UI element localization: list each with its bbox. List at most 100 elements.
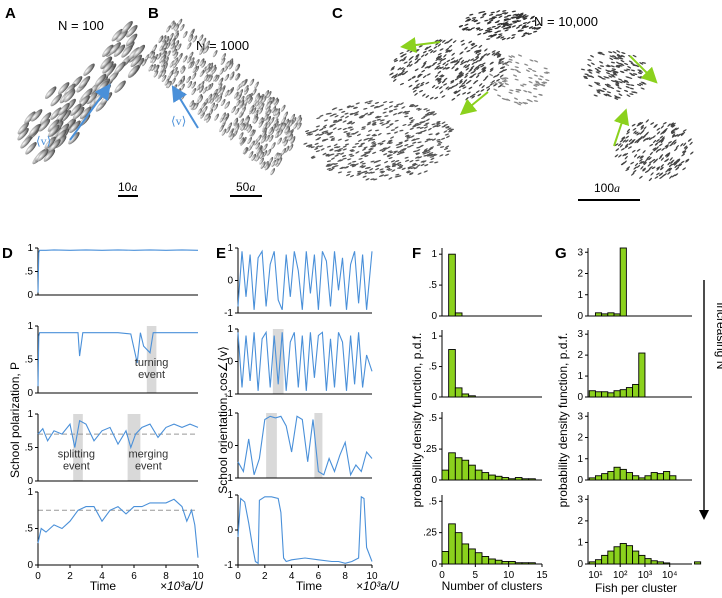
fish-marker <box>419 126 424 129</box>
fish-marker <box>388 139 393 142</box>
fish-marker <box>482 12 487 16</box>
fish-marker <box>676 158 681 162</box>
fish-marker <box>201 37 207 45</box>
shade-band <box>127 414 141 481</box>
fish-marker <box>274 131 280 139</box>
fish-marker <box>48 124 60 138</box>
fish-marker <box>288 134 294 142</box>
fish-marker <box>249 78 255 86</box>
chart-f-row-1: 0.51 <box>429 248 542 322</box>
fish-marker <box>473 50 478 53</box>
fish-marker <box>398 145 403 148</box>
fish-marker <box>258 120 264 128</box>
fish-marker <box>618 154 622 158</box>
fish-marker <box>402 147 407 150</box>
fish-marker <box>459 79 463 83</box>
fish-marker <box>402 68 406 72</box>
panel-label-g: G <box>555 245 567 262</box>
x-tick-label: 6 <box>131 571 137 582</box>
fish-marker <box>211 64 217 72</box>
fish-marker <box>655 149 659 153</box>
fish-marker <box>505 63 510 66</box>
fish-marker <box>413 150 418 153</box>
fish-marker <box>296 122 302 130</box>
fish-marker <box>416 149 421 152</box>
fish-marker <box>273 152 279 160</box>
fish-marker <box>660 131 664 135</box>
fish-marker <box>394 73 398 77</box>
fish-marker <box>241 79 247 87</box>
fish-marker <box>390 68 395 71</box>
fish-marker <box>658 139 662 143</box>
fish-marker <box>454 67 459 71</box>
fish-marker <box>627 66 632 69</box>
fish-marker <box>475 60 479 64</box>
fish-marker <box>221 53 226 61</box>
fish-marker <box>381 171 386 174</box>
fish-marker <box>397 167 402 169</box>
fish-marker <box>650 172 654 176</box>
fish-marker <box>671 162 676 166</box>
fish-marker <box>542 81 548 84</box>
fish-marker <box>357 170 362 173</box>
fish-marker <box>102 61 114 74</box>
fish-marker <box>466 91 471 95</box>
fish-marker <box>492 34 497 37</box>
fish-marker <box>205 66 211 74</box>
fish-marker <box>493 83 498 87</box>
fish-marker <box>171 22 176 30</box>
histogram-bar <box>468 548 476 565</box>
fish-marker <box>649 143 654 147</box>
fish-marker <box>367 150 372 153</box>
fish-marker <box>518 101 523 104</box>
series-line <box>37 332 198 387</box>
fish-marker <box>629 87 634 90</box>
fish-marker <box>427 127 432 131</box>
fish-marker <box>341 110 346 113</box>
panel-label-e: E <box>216 245 226 262</box>
fish-marker <box>601 77 606 80</box>
fish-marker <box>473 20 479 23</box>
fish-marker <box>524 25 529 28</box>
fish-marker <box>393 151 397 154</box>
fish-marker <box>424 53 429 57</box>
fish-marker <box>234 107 240 115</box>
fish-marker <box>637 122 642 125</box>
fish-marker <box>342 120 347 123</box>
fish-marker <box>234 125 240 133</box>
fish-marker <box>167 81 172 89</box>
fish-marker <box>320 148 325 151</box>
fish-marker <box>502 10 507 12</box>
fish-marker <box>634 140 638 144</box>
fish-marker <box>322 152 327 156</box>
x-tick-label: 10¹ <box>588 570 603 581</box>
fish-marker <box>527 91 532 94</box>
histogram-bar <box>694 561 702 565</box>
fish-marker <box>344 139 349 142</box>
fish-marker <box>401 149 406 151</box>
fish-marker <box>614 154 619 158</box>
fish-marker <box>469 95 474 98</box>
fish-marker <box>508 91 513 94</box>
fish-marker <box>389 72 394 76</box>
panel-label-a: A <box>5 5 16 22</box>
fish-marker <box>280 104 286 112</box>
fish-marker <box>484 29 490 32</box>
fish-marker <box>187 80 193 89</box>
fish-marker <box>346 132 351 135</box>
fish-marker <box>386 132 391 135</box>
fish-marker <box>515 90 520 93</box>
fish-marker <box>364 101 369 104</box>
fish-marker <box>351 121 355 125</box>
x-tick-label: 4 <box>289 571 295 582</box>
histogram-bar <box>588 561 596 565</box>
fish-marker <box>609 57 614 61</box>
fish-marker <box>372 151 377 154</box>
fish-marker <box>288 119 294 127</box>
fish-marker <box>631 91 636 94</box>
fish-marker <box>429 152 434 155</box>
fish-marker <box>171 77 176 85</box>
fish-marker <box>441 95 446 98</box>
fish-marker <box>626 68 631 71</box>
fish-marker <box>410 167 415 169</box>
